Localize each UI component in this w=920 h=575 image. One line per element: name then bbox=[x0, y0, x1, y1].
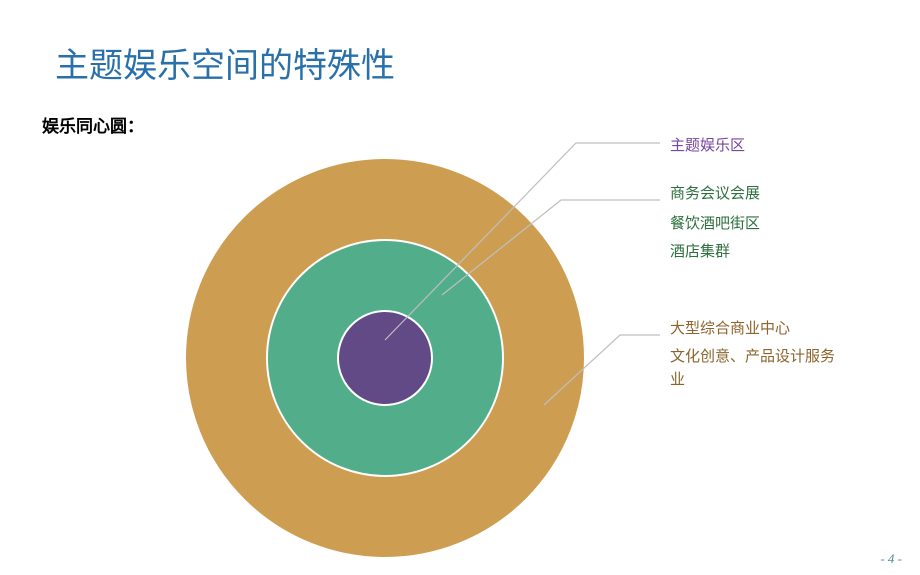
callout-label-outer-label-2: 文化创意、产品设计服务业 bbox=[670, 346, 835, 391]
callout-label-middle-label-2: 餐饮酒吧街区 bbox=[670, 213, 760, 236]
callout-label-middle-label-1: 商务会议会展 bbox=[670, 183, 760, 206]
concentric-diagram bbox=[0, 0, 920, 575]
callout-label-inner-label: 主题娱乐区 bbox=[670, 135, 745, 158]
callout-label-outer-label-1: 大型综合商业中心 bbox=[670, 318, 790, 341]
page-number: - 4 - bbox=[880, 551, 902, 567]
callout-label-middle-label-3: 酒店集群 bbox=[670, 241, 730, 264]
ring-inner bbox=[338, 311, 432, 405]
